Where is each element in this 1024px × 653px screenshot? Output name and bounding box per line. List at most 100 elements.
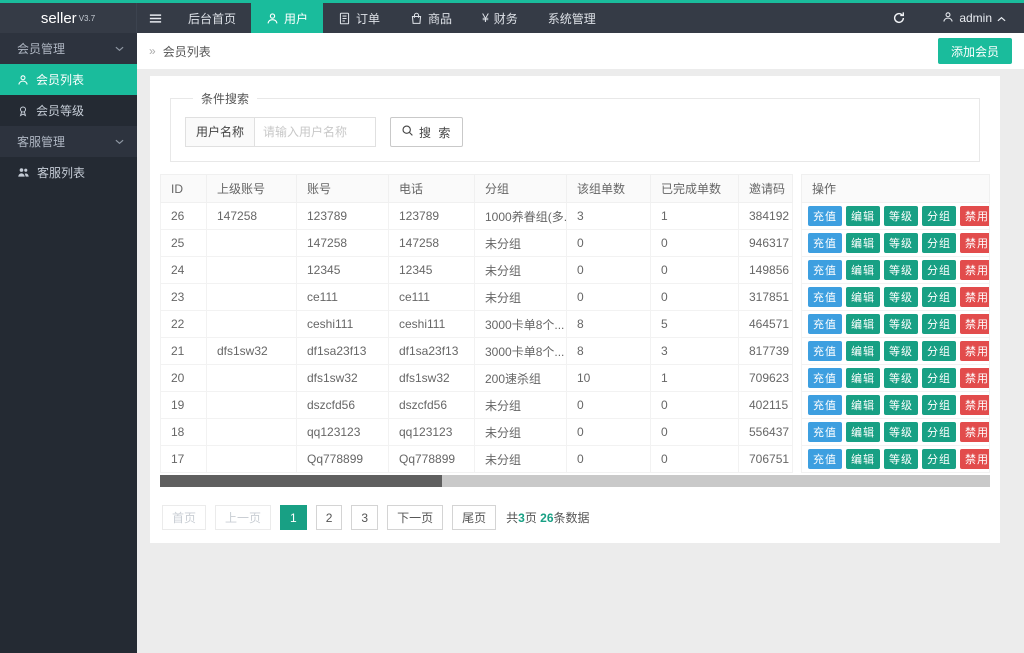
horizontal-scrollbar[interactable] bbox=[160, 475, 990, 487]
hamburger-icon[interactable] bbox=[137, 3, 173, 33]
disable-button[interactable]: 禁用 bbox=[960, 233, 989, 253]
group-button[interactable]: 分组 bbox=[922, 287, 956, 307]
recharge-button[interactable]: 充值 bbox=[808, 395, 842, 415]
menu-item-goods[interactable]: 商品 bbox=[395, 3, 467, 33]
menu-item-label: 后台首页 bbox=[188, 11, 237, 26]
search-button[interactable]: 搜 索 bbox=[390, 117, 464, 147]
summary-total-pages: 3 bbox=[518, 511, 525, 525]
level-button[interactable]: 等级 bbox=[884, 206, 918, 226]
menu-item-orders[interactable]: 订单 bbox=[323, 3, 395, 33]
top-menu: 后台首页 用户 订单 商品 ¥ 财务 系统管理 bbox=[173, 3, 611, 33]
disable-button[interactable]: 禁用 bbox=[960, 341, 989, 361]
cell-group: 未分组 bbox=[474, 418, 567, 446]
sidebar-group-member-mgmt[interactable]: 会员管理 bbox=[0, 33, 137, 64]
edit-button[interactable]: 编辑 bbox=[846, 206, 880, 226]
menu-item-finance[interactable]: ¥ 财务 bbox=[467, 3, 533, 33]
disable-button[interactable]: 禁用 bbox=[960, 368, 989, 388]
recharge-button[interactable]: 充值 bbox=[808, 260, 842, 280]
recharge-button[interactable]: 充值 bbox=[808, 449, 842, 469]
menu-item-label: 系统管理 bbox=[547, 11, 596, 26]
level-button[interactable]: 等级 bbox=[884, 233, 918, 253]
disable-button[interactable]: 禁用 bbox=[960, 449, 989, 469]
recharge-button[interactable]: 充值 bbox=[808, 233, 842, 253]
page-button-page-3[interactable]: 3 bbox=[351, 505, 379, 530]
page-button-page-2[interactable]: 2 bbox=[315, 505, 343, 530]
page-button-first: 首页 bbox=[162, 505, 207, 530]
cell-invite-code: 709623 bbox=[738, 364, 793, 392]
sidebar-item-member-level[interactable]: 会员等级 bbox=[0, 95, 137, 126]
cell-phone: qq123123 bbox=[388, 418, 475, 446]
cell-group-orders: 3 bbox=[566, 202, 651, 230]
edit-button[interactable]: 编辑 bbox=[846, 233, 880, 253]
recharge-button[interactable]: 充值 bbox=[808, 287, 842, 307]
admin-menu[interactable]: admin bbox=[924, 3, 1024, 33]
level-button[interactable]: 等级 bbox=[884, 395, 918, 415]
edit-button[interactable]: 编辑 bbox=[846, 314, 880, 334]
menu-item-system[interactable]: 系统管理 bbox=[533, 3, 611, 33]
recharge-button[interactable]: 充值 bbox=[808, 314, 842, 334]
refresh-icon[interactable] bbox=[874, 3, 924, 33]
recharge-button[interactable]: 充值 bbox=[808, 422, 842, 442]
disable-button[interactable]: 禁用 bbox=[960, 287, 989, 307]
group-button[interactable]: 分组 bbox=[922, 449, 956, 469]
level-button[interactable]: 等级 bbox=[884, 341, 918, 361]
edit-button[interactable]: 编辑 bbox=[846, 341, 880, 361]
page-button-last[interactable]: 尾页 bbox=[452, 505, 497, 530]
yen-icon: ¥ bbox=[482, 11, 489, 25]
table-row: 充值 编辑 等级 分组 禁用 bbox=[801, 229, 990, 257]
disable-button[interactable]: 禁用 bbox=[960, 422, 989, 442]
disable-button[interactable]: 禁用 bbox=[960, 206, 989, 226]
level-button[interactable]: 等级 bbox=[884, 314, 918, 334]
group-button[interactable]: 分组 bbox=[922, 341, 956, 361]
page-button-next[interactable]: 下一页 bbox=[387, 505, 444, 530]
level-button[interactable]: 等级 bbox=[884, 368, 918, 388]
column-header-parent-account: 上级账号 bbox=[206, 174, 297, 203]
scrollbar-thumb[interactable] bbox=[160, 475, 443, 487]
content-area: 条件搜索 用户名称 搜 索 bbox=[137, 69, 1024, 543]
search-panel: 条件搜索 用户名称 搜 索 bbox=[170, 90, 980, 162]
cell-parent-account bbox=[206, 418, 297, 446]
disable-button[interactable]: 禁用 bbox=[960, 314, 989, 334]
group-button[interactable]: 分组 bbox=[922, 395, 956, 415]
cell-group-orders: 0 bbox=[566, 256, 651, 284]
level-button[interactable]: 等级 bbox=[884, 287, 918, 307]
group-button[interactable]: 分组 bbox=[922, 368, 956, 388]
group-button[interactable]: 分组 bbox=[922, 314, 956, 334]
sidebar-item-service-list[interactable]: 客服列表 bbox=[0, 157, 137, 188]
edit-button[interactable]: 编辑 bbox=[846, 260, 880, 280]
sidebar-item-label: 会员列表 bbox=[36, 73, 85, 87]
edit-button[interactable]: 编辑 bbox=[846, 368, 880, 388]
cell-id: 26 bbox=[160, 202, 207, 230]
cell-account: dfs1sw32 bbox=[296, 364, 389, 392]
sidebar-item-member-list[interactable]: 会员列表 bbox=[0, 64, 137, 95]
edit-button[interactable]: 编辑 bbox=[846, 422, 880, 442]
level-button[interactable]: 等级 bbox=[884, 449, 918, 469]
level-button[interactable]: 等级 bbox=[884, 260, 918, 280]
group-button[interactable]: 分组 bbox=[922, 233, 956, 253]
chevron-up-icon bbox=[997, 11, 1006, 25]
column-header-actions: 操作 bbox=[801, 174, 990, 203]
recharge-button[interactable]: 充值 bbox=[808, 368, 842, 388]
cell-invite-code: 384192 bbox=[738, 202, 793, 230]
recharge-button[interactable]: 充值 bbox=[808, 206, 842, 226]
edit-button[interactable]: 编辑 bbox=[846, 449, 880, 469]
cell-phone: ceshi111 bbox=[388, 310, 475, 338]
sidebar-item-label: 会员等级 bbox=[36, 104, 85, 118]
add-member-button[interactable]: 添加会员 bbox=[937, 38, 1012, 64]
menu-item-dashboard[interactable]: 后台首页 bbox=[173, 3, 251, 33]
username-input[interactable] bbox=[254, 117, 377, 147]
cell-group: 未分组 bbox=[474, 445, 567, 473]
group-button[interactable]: 分组 bbox=[922, 422, 956, 442]
level-button[interactable]: 等级 bbox=[884, 422, 918, 442]
disable-button[interactable]: 禁用 bbox=[960, 260, 989, 280]
group-button[interactable]: 分组 bbox=[922, 206, 956, 226]
sidebar-group-service-mgmt[interactable]: 客服管理 bbox=[0, 126, 137, 157]
recharge-button[interactable]: 充值 bbox=[808, 341, 842, 361]
group-button[interactable]: 分组 bbox=[922, 260, 956, 280]
page-button-page-1[interactable]: 1 bbox=[280, 505, 307, 530]
edit-button[interactable]: 编辑 bbox=[846, 287, 880, 307]
edit-button[interactable]: 编辑 bbox=[846, 395, 880, 415]
menu-item-users[interactable]: 用户 bbox=[251, 3, 324, 33]
cell-id: 24 bbox=[160, 256, 207, 284]
disable-button[interactable]: 禁用 bbox=[960, 395, 989, 415]
